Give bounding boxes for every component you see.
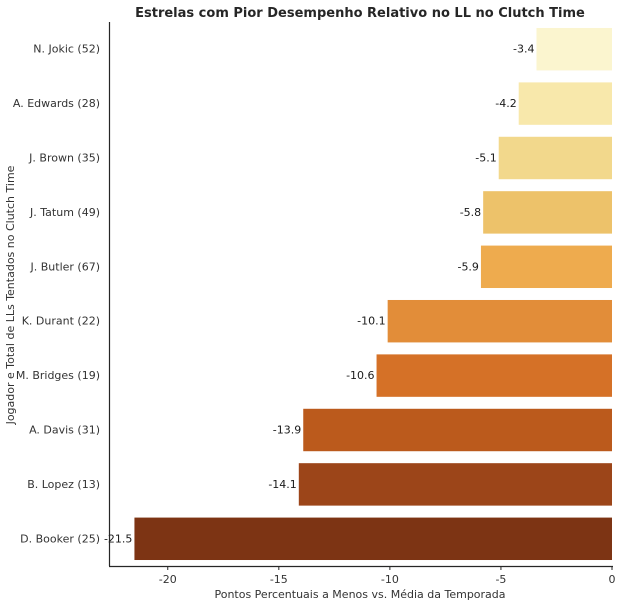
bar-value-label: -4.2 <box>495 97 516 110</box>
x-tick-label: -5 <box>495 573 506 586</box>
bar <box>376 354 612 397</box>
bar-value-label: -21.5 <box>104 532 132 545</box>
bar <box>518 82 612 125</box>
bar <box>483 191 612 234</box>
y-axis-label: Jogador e Total de LLs Tentados no Clutc… <box>4 165 17 425</box>
bar <box>498 136 612 180</box>
y-tick-label: D. Booker (25) <box>20 532 100 545</box>
y-tick-label: A. Edwards (28) <box>13 97 100 110</box>
bar-value-label: -5.9 <box>457 260 478 273</box>
bar-value-label: -5.1 <box>475 152 496 165</box>
y-tick-label: N. Jokic (52) <box>33 43 100 56</box>
bar <box>303 408 612 452</box>
bar-value-label: -10.1 <box>357 315 385 328</box>
bar-value-label: -13.9 <box>273 424 301 437</box>
x-ticks-group: -20 -15 -10 -5 0 <box>159 566 616 586</box>
bar-value-label: -5.8 <box>460 206 481 219</box>
bar <box>480 245 612 289</box>
x-tick-label: -15 <box>270 573 288 586</box>
y-tick-labels-group: N. Jokic (52) A. Edwards (28) J. Brown (35… <box>13 43 100 546</box>
y-tick-label: J. Brown (35) <box>28 152 100 165</box>
x-axis-label: Pontos Percentuais a Menos vs. Média da … <box>214 588 505 601</box>
value-labels-group: -3.4 -4.2 -5.1 -5.8 -5.9 -10.1 -10.6 -13.9 -14.1… <box>104 43 535 546</box>
bars-group <box>134 27 612 561</box>
bar-value-label: -10.6 <box>346 369 374 382</box>
bar <box>387 299 612 343</box>
bar <box>298 463 612 506</box>
bar-value-label: -14.1 <box>268 478 296 491</box>
y-tick-label: A. Davis (31) <box>29 424 100 437</box>
x-tick-label: -20 <box>159 573 177 586</box>
y-tick-label: J. Tatum (49) <box>29 206 100 219</box>
y-tick-label: K. Durant (22) <box>22 315 100 328</box>
bar-value-label: -3.4 <box>513 43 534 56</box>
x-tick-label: 0 <box>609 573 616 586</box>
x-tick-label: -10 <box>381 573 399 586</box>
chart-title: Estrelas com Pior Desempenho Relativo no… <box>135 6 585 21</box>
y-tick-label: M. Bridges (19) <box>16 369 100 382</box>
y-tick-label: B. Lopez (13) <box>27 478 100 491</box>
bar <box>536 27 612 71</box>
bar <box>134 517 612 561</box>
y-tick-label: J. Butler (67) <box>30 260 101 273</box>
